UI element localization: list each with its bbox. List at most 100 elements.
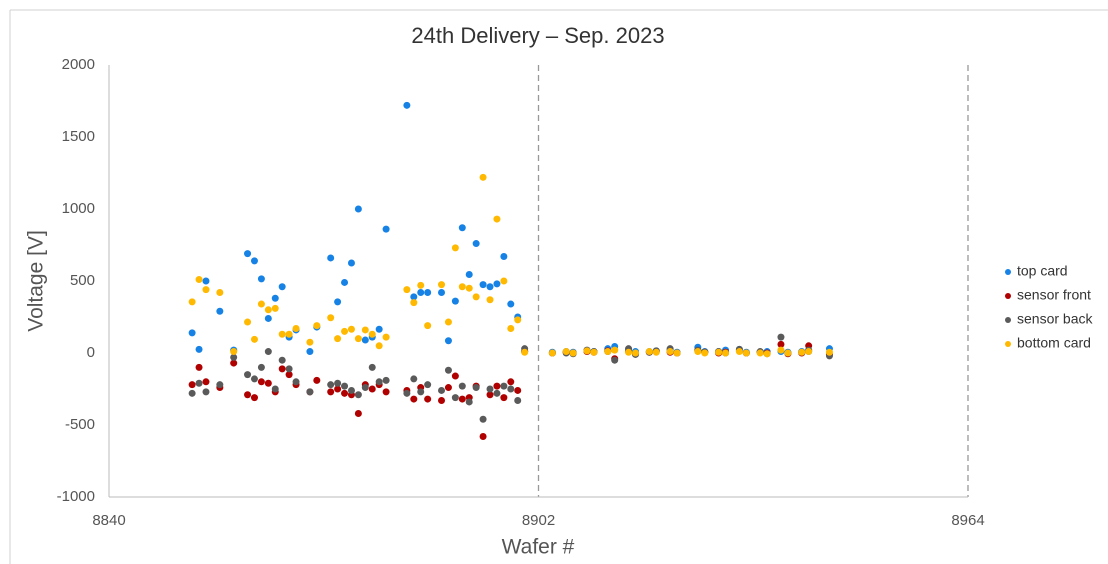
- point: [652, 348, 660, 356]
- point: [514, 386, 522, 394]
- point: [327, 254, 335, 262]
- y-tick-label: -1000: [57, 488, 95, 505]
- point: [216, 307, 224, 315]
- point: [306, 338, 314, 346]
- point: [507, 325, 515, 333]
- point: [250, 394, 258, 402]
- point: [264, 348, 272, 356]
- point: [230, 348, 238, 356]
- point: [202, 378, 210, 386]
- point: [479, 433, 487, 441]
- legend-marker: [1005, 317, 1011, 323]
- point: [278, 356, 286, 364]
- point: [458, 283, 466, 291]
- point: [410, 299, 418, 307]
- point: [451, 372, 459, 380]
- point: [361, 336, 369, 344]
- point: [334, 379, 342, 387]
- point: [486, 283, 494, 291]
- point: [424, 395, 432, 403]
- point: [465, 271, 473, 279]
- point: [444, 318, 452, 326]
- point: [354, 205, 362, 213]
- point: [375, 378, 383, 386]
- point: [645, 348, 653, 356]
- point: [479, 415, 487, 423]
- point: [493, 215, 501, 223]
- point: [271, 304, 279, 312]
- point: [375, 342, 383, 350]
- point: [465, 284, 473, 292]
- point: [438, 386, 446, 394]
- point: [756, 349, 764, 357]
- point: [777, 333, 785, 341]
- point: [271, 385, 279, 393]
- y-tick-label: 0: [87, 344, 95, 361]
- point: [500, 394, 508, 402]
- point: [327, 314, 335, 322]
- point: [507, 385, 515, 393]
- point: [195, 276, 203, 284]
- point: [403, 101, 411, 109]
- point: [424, 381, 432, 389]
- point: [777, 340, 785, 348]
- point: [257, 363, 265, 371]
- point: [507, 300, 515, 308]
- point: [313, 376, 321, 384]
- point: [735, 348, 743, 356]
- y-tick-label: 1500: [62, 128, 95, 145]
- point: [493, 280, 501, 288]
- point: [798, 348, 806, 356]
- point: [202, 277, 210, 285]
- point: [604, 348, 612, 356]
- point: [694, 348, 702, 356]
- x-axis-label: Wafer #: [502, 536, 575, 559]
- point: [424, 289, 432, 297]
- point: [257, 378, 265, 386]
- point: [285, 371, 293, 379]
- point: [278, 283, 286, 291]
- point: [306, 348, 314, 356]
- point: [375, 325, 383, 333]
- point: [458, 395, 466, 403]
- point: [763, 350, 771, 358]
- point: [410, 293, 418, 301]
- point: [188, 298, 196, 306]
- point: [257, 300, 265, 308]
- point: [354, 409, 362, 417]
- point: [493, 389, 501, 397]
- point: [264, 314, 272, 322]
- point: [292, 325, 300, 333]
- point: [583, 347, 591, 355]
- point: [195, 345, 203, 353]
- point: [521, 348, 529, 356]
- point: [257, 275, 265, 283]
- point: [216, 381, 224, 389]
- point: [382, 388, 390, 396]
- point: [403, 389, 411, 397]
- point: [417, 289, 425, 297]
- point: [417, 281, 425, 289]
- point: [444, 337, 452, 345]
- point: [306, 388, 314, 396]
- point: [188, 329, 196, 337]
- point: [451, 244, 459, 252]
- point: [250, 375, 258, 383]
- point: [486, 391, 494, 399]
- point: [341, 327, 349, 335]
- point: [285, 330, 293, 338]
- point: [327, 381, 335, 389]
- point: [611, 346, 619, 354]
- y-tick-label: -500: [65, 416, 95, 433]
- point: [701, 349, 709, 357]
- point: [341, 389, 349, 397]
- point: [410, 375, 418, 383]
- point: [188, 389, 196, 397]
- point: [514, 397, 522, 405]
- point: [500, 253, 508, 261]
- point: [188, 381, 196, 389]
- point: [673, 349, 681, 357]
- x-tick-label: 8840: [92, 512, 125, 529]
- y-axis-label: Voltage [V]: [25, 230, 48, 332]
- point: [382, 376, 390, 384]
